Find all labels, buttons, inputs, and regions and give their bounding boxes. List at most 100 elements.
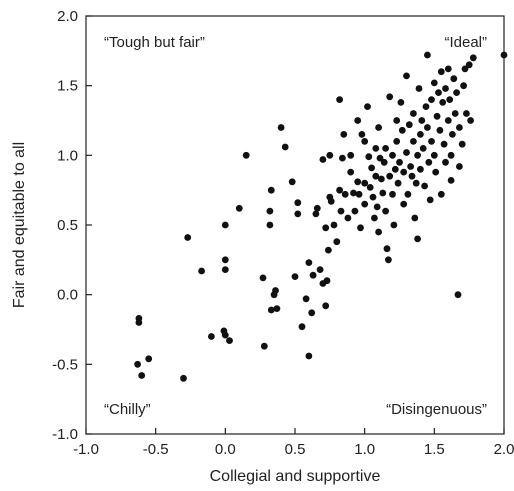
data-point — [389, 151, 396, 159]
data-point — [404, 190, 412, 198]
data-point — [407, 163, 414, 170]
data-point — [422, 103, 430, 110]
x-tick-label: 0.5 — [285, 441, 306, 458]
x-tick-label: 1.0 — [354, 441, 375, 458]
annotation-ideal: “Ideal” — [444, 34, 487, 51]
y-tick-label: 1.5 — [57, 78, 78, 95]
data-point — [326, 151, 334, 159]
data-point — [383, 245, 391, 253]
data-point — [259, 274, 267, 282]
annotation-tough-but-fair: “Tough but fair” — [104, 34, 205, 51]
data-point — [461, 65, 469, 73]
data-point — [308, 309, 316, 317]
data-point — [405, 121, 413, 129]
data-point — [184, 234, 192, 241]
data-point — [272, 287, 279, 294]
data-point — [369, 193, 377, 201]
y-tick-label: 0.0 — [57, 287, 78, 304]
data-point — [365, 153, 373, 161]
data-point — [440, 140, 448, 148]
data-point — [350, 189, 357, 197]
plot-frame — [85, 15, 505, 435]
data-point — [432, 168, 440, 176]
data-point — [267, 186, 275, 194]
data-point — [355, 190, 363, 198]
x-tick-label: -0.5 — [143, 441, 169, 458]
data-point — [408, 172, 416, 180]
data-point — [390, 221, 398, 229]
data-point — [294, 210, 302, 218]
data-point — [375, 228, 382, 236]
data-point — [391, 165, 399, 173]
axis-ticks: -1.0 -0.5 0.0 0.5 1.0 1.5 2.0 -1.0 -0.5 0.0 0.5 1.0… — [52, 8, 514, 458]
data-point — [447, 177, 455, 184]
data-point — [344, 214, 352, 222]
data-point — [322, 302, 330, 310]
data-point — [467, 117, 474, 124]
data-point — [424, 124, 431, 131]
y-tick-label: 0.5 — [57, 217, 78, 234]
data-point — [428, 138, 435, 145]
data-point — [294, 199, 302, 207]
data-point — [430, 79, 438, 87]
data-point — [389, 190, 396, 198]
data-point — [309, 271, 317, 279]
data-point — [398, 126, 406, 134]
data-point — [403, 72, 410, 80]
data-point — [451, 110, 459, 117]
data-point — [371, 214, 378, 222]
data-point — [361, 200, 369, 208]
data-point — [291, 273, 299, 280]
x-tick-label: 2.0 — [494, 441, 514, 458]
data-point — [414, 151, 421, 159]
data-point — [442, 85, 449, 92]
data-point — [336, 96, 343, 103]
data-point — [394, 179, 402, 187]
data-point — [372, 172, 380, 180]
data-point — [415, 85, 423, 92]
data-point — [397, 99, 405, 106]
data-point — [403, 149, 410, 156]
data-point — [341, 190, 349, 198]
data-point — [436, 126, 444, 134]
data-point — [435, 89, 442, 96]
data-point — [305, 352, 313, 360]
data-point — [385, 256, 392, 264]
data-point — [372, 145, 380, 152]
data-point — [419, 145, 427, 152]
data-point — [288, 178, 296, 186]
data-point — [145, 355, 153, 363]
x-tick-label: 1.5 — [424, 441, 445, 458]
data-point — [425, 158, 433, 166]
data-point — [375, 124, 382, 131]
data-point — [221, 256, 229, 264]
data-point — [313, 204, 321, 212]
data-point — [180, 374, 187, 382]
data-point — [453, 89, 460, 96]
data-point — [386, 93, 394, 101]
data-point — [337, 207, 345, 215]
data-point — [400, 200, 408, 208]
data-point — [444, 65, 452, 73]
data-point — [456, 124, 463, 131]
data-point — [305, 259, 313, 266]
data-point — [456, 163, 463, 170]
data-point — [354, 178, 362, 186]
data-point — [424, 51, 431, 59]
data-point — [418, 117, 426, 124]
data-point — [298, 323, 306, 331]
data-point — [386, 172, 394, 180]
data-point — [378, 175, 385, 183]
data-point — [340, 131, 348, 138]
data-point — [433, 112, 441, 120]
data-point — [273, 305, 281, 312]
data-point — [135, 319, 143, 326]
data-point — [469, 54, 477, 62]
data-point — [446, 96, 454, 103]
data-point — [437, 190, 445, 198]
data-point — [322, 224, 330, 232]
data-point — [437, 68, 445, 76]
data-point — [447, 151, 455, 159]
data-point — [134, 360, 142, 368]
data-point — [393, 138, 401, 145]
